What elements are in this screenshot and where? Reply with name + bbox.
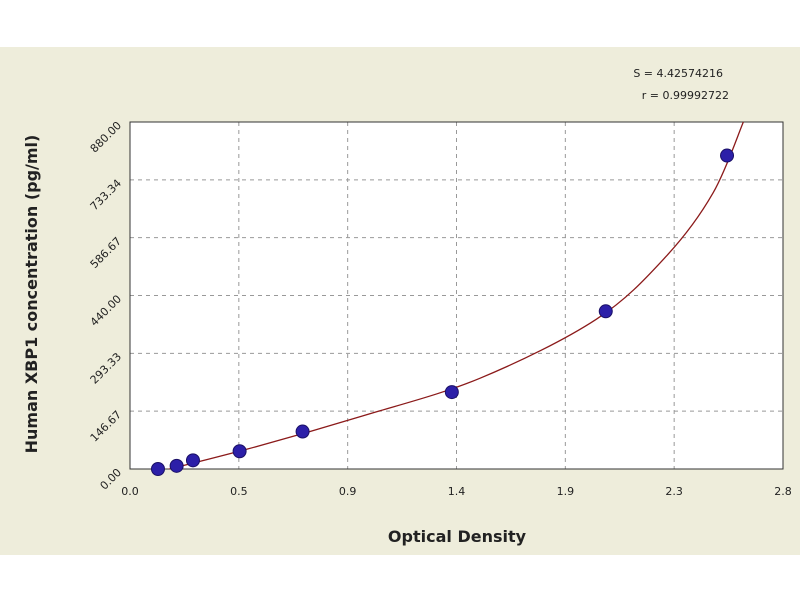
fit-curve: [166, 121, 744, 469]
y-tick-label: 733.34: [88, 177, 124, 213]
y-axis-ticks: 0.00 146.67 293.33 440.00 586.67 733.34 880.00: [88, 119, 124, 493]
y-tick-label: 880.00: [88, 119, 124, 155]
y-tick-label: 293.33: [88, 350, 124, 386]
x-tick-label: 0.5: [230, 485, 248, 498]
x-axis-title: Optical Density: [388, 527, 527, 546]
x-tick-label: 0.0: [121, 485, 139, 498]
y-axis-title: Human XBP1 concentration (pg/ml): [22, 135, 41, 454]
plot-border: [129, 121, 784, 470]
data-point: [150, 462, 165, 476]
data-point: [720, 148, 735, 163]
data-point: [295, 424, 310, 439]
x-tick-label: 2.8: [774, 485, 792, 498]
data-points: [150, 148, 735, 476]
data-point: [444, 385, 459, 400]
x-axis-ticks: 0.0 0.5 0.9 1.4 1.9 2.3 2.8: [121, 485, 792, 498]
y-tick-label: 586.67: [88, 235, 124, 271]
grid-lines: [130, 122, 783, 469]
x-tick-label: 1.4: [448, 485, 466, 498]
y-tick-label: 440.00: [88, 292, 124, 328]
data-point: [232, 444, 247, 459]
chart-panel: 0.0 0.5 0.9 1.4 1.9 2.3 2.8 0.00 146.67 293.33 44…: [0, 47, 800, 555]
stat-r: r = 0.99992722: [642, 89, 729, 102]
data-point: [598, 304, 613, 319]
x-tick-label: 2.3: [665, 485, 683, 498]
calibration-chart: 0.0 0.5 0.9 1.4 1.9 2.3 2.8 0.00 146.67 293.33 44…: [22, 67, 792, 546]
stat-s: S = 4.42574216: [633, 67, 723, 80]
y-tick-label: 0.00: [98, 466, 125, 493]
x-tick-label: 1.9: [557, 485, 575, 498]
data-point: [169, 458, 184, 473]
x-tick-label: 0.9: [339, 485, 357, 498]
y-tick-label: 146.67: [88, 408, 124, 444]
data-point: [185, 453, 200, 468]
